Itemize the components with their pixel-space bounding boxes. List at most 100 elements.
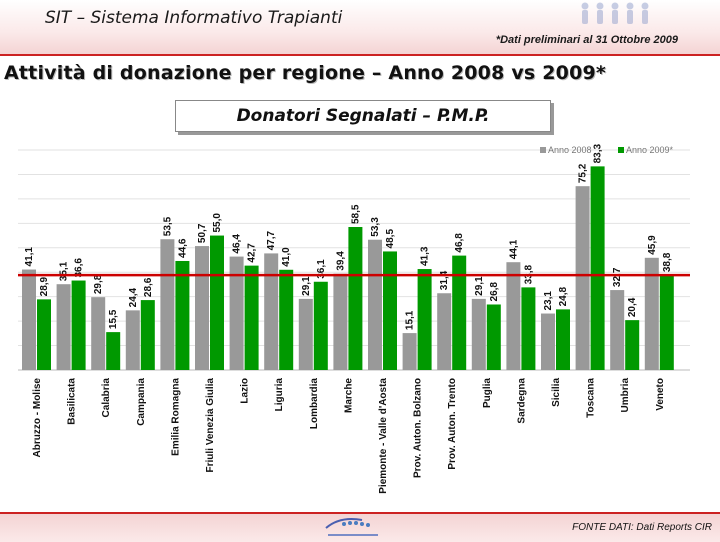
value-label-2008: 46,4 — [232, 234, 243, 254]
bar-2009 — [210, 235, 224, 370]
value-label-2009: 83,3 — [593, 143, 604, 163]
bar-2008 — [298, 298, 313, 370]
value-label-2009: 55,0 — [212, 213, 223, 233]
value-label-2008: 24,4 — [128, 287, 139, 307]
value-label-2009: 24,8 — [558, 286, 569, 306]
category-label: Prov. Auton. Trento — [447, 378, 458, 470]
value-label-2009: 41,0 — [281, 247, 292, 267]
app-title: SIT – Sistema Informativo Trapianti — [45, 8, 343, 28]
value-label-2008: 29,1 — [301, 276, 312, 296]
value-label-2009: 15,5 — [108, 309, 119, 329]
bar-chart: 41,1 28,9 Abruzzo - Molise 35,1 36,6 Basilica… — [18, 143, 690, 494]
bar-2009 — [625, 320, 640, 370]
bar-2008 — [229, 256, 244, 370]
page-title: Attività di donazione per regione – Anno… — [4, 62, 607, 84]
legend-swatch-2009 — [618, 147, 624, 153]
value-label-2008: 39,4 — [335, 251, 346, 271]
value-label-2009: 42,7 — [247, 243, 258, 263]
value-label-2008: 53,3 — [370, 217, 381, 237]
bar-2009 — [556, 309, 570, 370]
category-label: Calabria — [101, 378, 112, 418]
footer-band — [0, 512, 720, 542]
bar-2008 — [644, 257, 659, 370]
category-label: Sicilia — [551, 378, 562, 407]
bar-2008 — [195, 246, 209, 370]
legend-swatch-2008 — [540, 147, 546, 153]
category-label: Liguria — [274, 378, 285, 412]
bar-2008 — [610, 290, 625, 370]
value-label-2008: 44,1 — [508, 239, 519, 259]
category-label: Piemonte - Valle d'Aosta — [378, 378, 389, 494]
bar-2009 — [590, 166, 605, 370]
value-label-2009: 38,8 — [662, 252, 673, 272]
category-label: Campania — [136, 378, 147, 426]
bar-2008 — [506, 262, 521, 370]
value-label-2009: 58,5 — [350, 204, 361, 224]
value-label-2009: 28,6 — [143, 277, 154, 297]
bar-2008 — [91, 297, 106, 370]
value-label-2009: 36,1 — [316, 259, 327, 279]
category-label: Sardegna — [516, 378, 527, 424]
preliminary-data-note: *Dati preliminari al 31 Ottobre 2009 — [495, 34, 678, 46]
bar-2009 — [71, 280, 86, 370]
bar-2008 — [471, 298, 486, 370]
bar-2008 — [368, 239, 382, 370]
category-label: Basilicata — [67, 378, 78, 425]
bar-2009 — [175, 260, 190, 370]
bar-2009 — [106, 332, 121, 370]
legend-label-2009: Anno 2009* — [626, 145, 674, 155]
bar-2008 — [402, 333, 417, 370]
value-label-2009: 26,8 — [489, 282, 500, 302]
category-label: Umbria — [620, 378, 631, 413]
category-label: Puglia — [482, 378, 493, 408]
bar-2008 — [333, 273, 348, 370]
value-label-2009: 20,4 — [627, 297, 638, 317]
category-label: Lombardia — [309, 378, 320, 430]
category-label: Friuli Venezia Giulia — [205, 378, 216, 473]
value-label-2008: 45,9 — [647, 235, 658, 255]
value-label-2008: 29,1 — [474, 276, 485, 296]
value-label-2008: 32,7 — [612, 267, 623, 287]
bar-2009 — [486, 304, 501, 370]
value-label-2008: 15,1 — [405, 310, 416, 330]
value-label-2009: 44,6 — [177, 238, 188, 258]
bar-2008 — [541, 313, 555, 370]
bar-2008 — [22, 269, 36, 370]
bar-2008 — [575, 186, 590, 370]
legend-label-2008: Anno 2008 — [548, 145, 592, 155]
value-label-2008: 41,1 — [24, 247, 35, 267]
category-label: Prov. Auton. Bolzano — [413, 378, 424, 478]
value-label-2008: 75,2 — [578, 163, 589, 183]
bar-2009 — [37, 299, 51, 370]
bar-2009 — [452, 255, 467, 370]
category-label: Toscana — [586, 378, 597, 418]
chart-title-box: Donatori Segnalati – P.M.P. — [175, 100, 551, 132]
bar-2009 — [279, 269, 294, 370]
category-label: Abruzzo - Molise — [32, 378, 43, 458]
bar-2008 — [125, 310, 140, 370]
data-source-note: FONTE DATI: Dati Reports CIR — [572, 522, 712, 533]
value-label-2008: 23,1 — [543, 291, 554, 311]
value-label-2009: 48,5 — [385, 229, 396, 249]
chart-title: Donatori Segnalati – P.M.P. — [236, 106, 490, 126]
value-label-2008: 47,7 — [266, 230, 277, 250]
cnt-logo — [325, 518, 378, 536]
value-label-2009: 36,6 — [74, 258, 85, 278]
sit-people-logo — [581, 2, 649, 24]
bar-2009 — [244, 265, 259, 370]
value-label-2009: 46,8 — [454, 233, 465, 253]
bar-2009 — [659, 275, 674, 370]
bar-2008 — [56, 284, 71, 370]
category-label: Emilia Romagna — [170, 378, 181, 456]
value-label-2009: 28,9 — [39, 276, 50, 296]
category-label: Veneto — [655, 378, 666, 411]
bar-2008 — [437, 293, 452, 370]
category-label: Lazio — [240, 378, 251, 404]
value-label-2008: 29,8 — [93, 274, 104, 294]
bar-2008 — [160, 239, 175, 370]
value-label-2008: 31,4 — [439, 270, 450, 290]
value-label-2008: 50,7 — [197, 223, 208, 243]
value-label-2008: 53,5 — [162, 216, 173, 236]
value-label-2008: 35,1 — [59, 261, 70, 281]
bar-2009 — [383, 251, 397, 370]
